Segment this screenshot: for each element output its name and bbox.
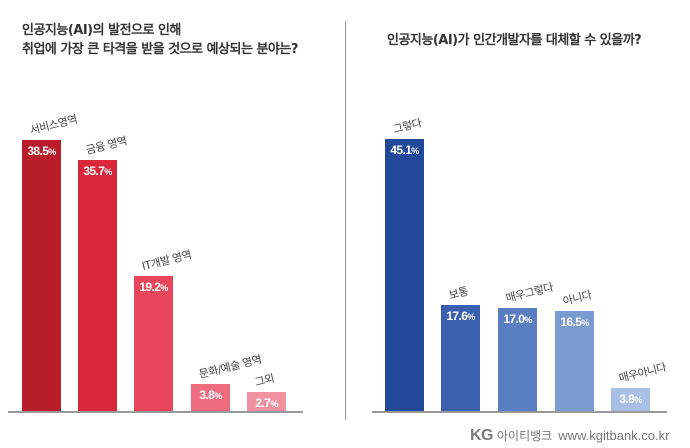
- category-label: 서비스영역: [28, 112, 79, 138]
- category-label: 매우아니다: [617, 360, 668, 386]
- category-label: 그렇다: [391, 116, 423, 137]
- bar-value-label: 16.5%: [560, 315, 589, 329]
- website-url: www.kgitbank.co.kr: [558, 428, 670, 443]
- bar-value-label: 17.0%: [503, 312, 532, 326]
- bar-value-label: 35.7%: [83, 164, 112, 178]
- bar-value-label: 3.8%: [199, 388, 222, 402]
- left-title-line-2: 취업에 가장 큰 타격을 받을 것으로 예상되는 분야는?: [22, 42, 298, 57]
- right-bar: 3.8%: [611, 388, 650, 411]
- kg-logo: KG: [470, 427, 494, 444]
- right-bar: 45.1%: [385, 139, 424, 411]
- left-bar: 2.7%: [247, 392, 286, 411]
- category-label: 그외: [253, 371, 276, 390]
- bar-value-label: 17.6%: [446, 309, 475, 323]
- chart-divider: [345, 21, 346, 420]
- bar-value-label: 19.2%: [139, 280, 168, 294]
- category-label: 매우그렇다: [504, 280, 555, 306]
- bar-value-label: 3.8%: [619, 392, 642, 406]
- left-bar: 3.8%: [191, 384, 230, 411]
- left-x-axis: [8, 411, 303, 413]
- right-bar: 16.5%: [555, 311, 594, 411]
- bar-value-label: 2.7%: [255, 396, 278, 410]
- bar-value-label: 38.5%: [27, 144, 56, 158]
- right-chart-title: 인공지능(AI)가 인간개발자를 대체할 수 있을까?: [387, 33, 642, 48]
- category-label: IT개발 영역: [140, 248, 193, 274]
- category-label: 아니다: [561, 288, 593, 309]
- category-label: 금융 영역: [84, 134, 129, 158]
- footer: KG 아이티뱅크 www.kgitbank.co.kr: [470, 427, 669, 445]
- left-chart-title: 인공지능(AI)의 발전으로 인해 취업에 가장 큰 타격을 받을 것으로 예상…: [22, 21, 298, 59]
- brand-name: 아이티뱅크: [497, 429, 553, 443]
- left-bar: 38.5%: [22, 140, 61, 411]
- category-label: 보통: [447, 284, 470, 303]
- left-bar: 35.7%: [78, 160, 117, 411]
- right-x-axis: [372, 411, 667, 413]
- left-title-line-1: 인공지능(AI)의 발전으로 인해: [22, 23, 181, 38]
- right-bar: 17.0%: [498, 308, 537, 411]
- bar-value-label: 45.1%: [390, 143, 419, 157]
- left-bar: 19.2%: [134, 276, 173, 411]
- right-bar: 17.6%: [441, 305, 480, 411]
